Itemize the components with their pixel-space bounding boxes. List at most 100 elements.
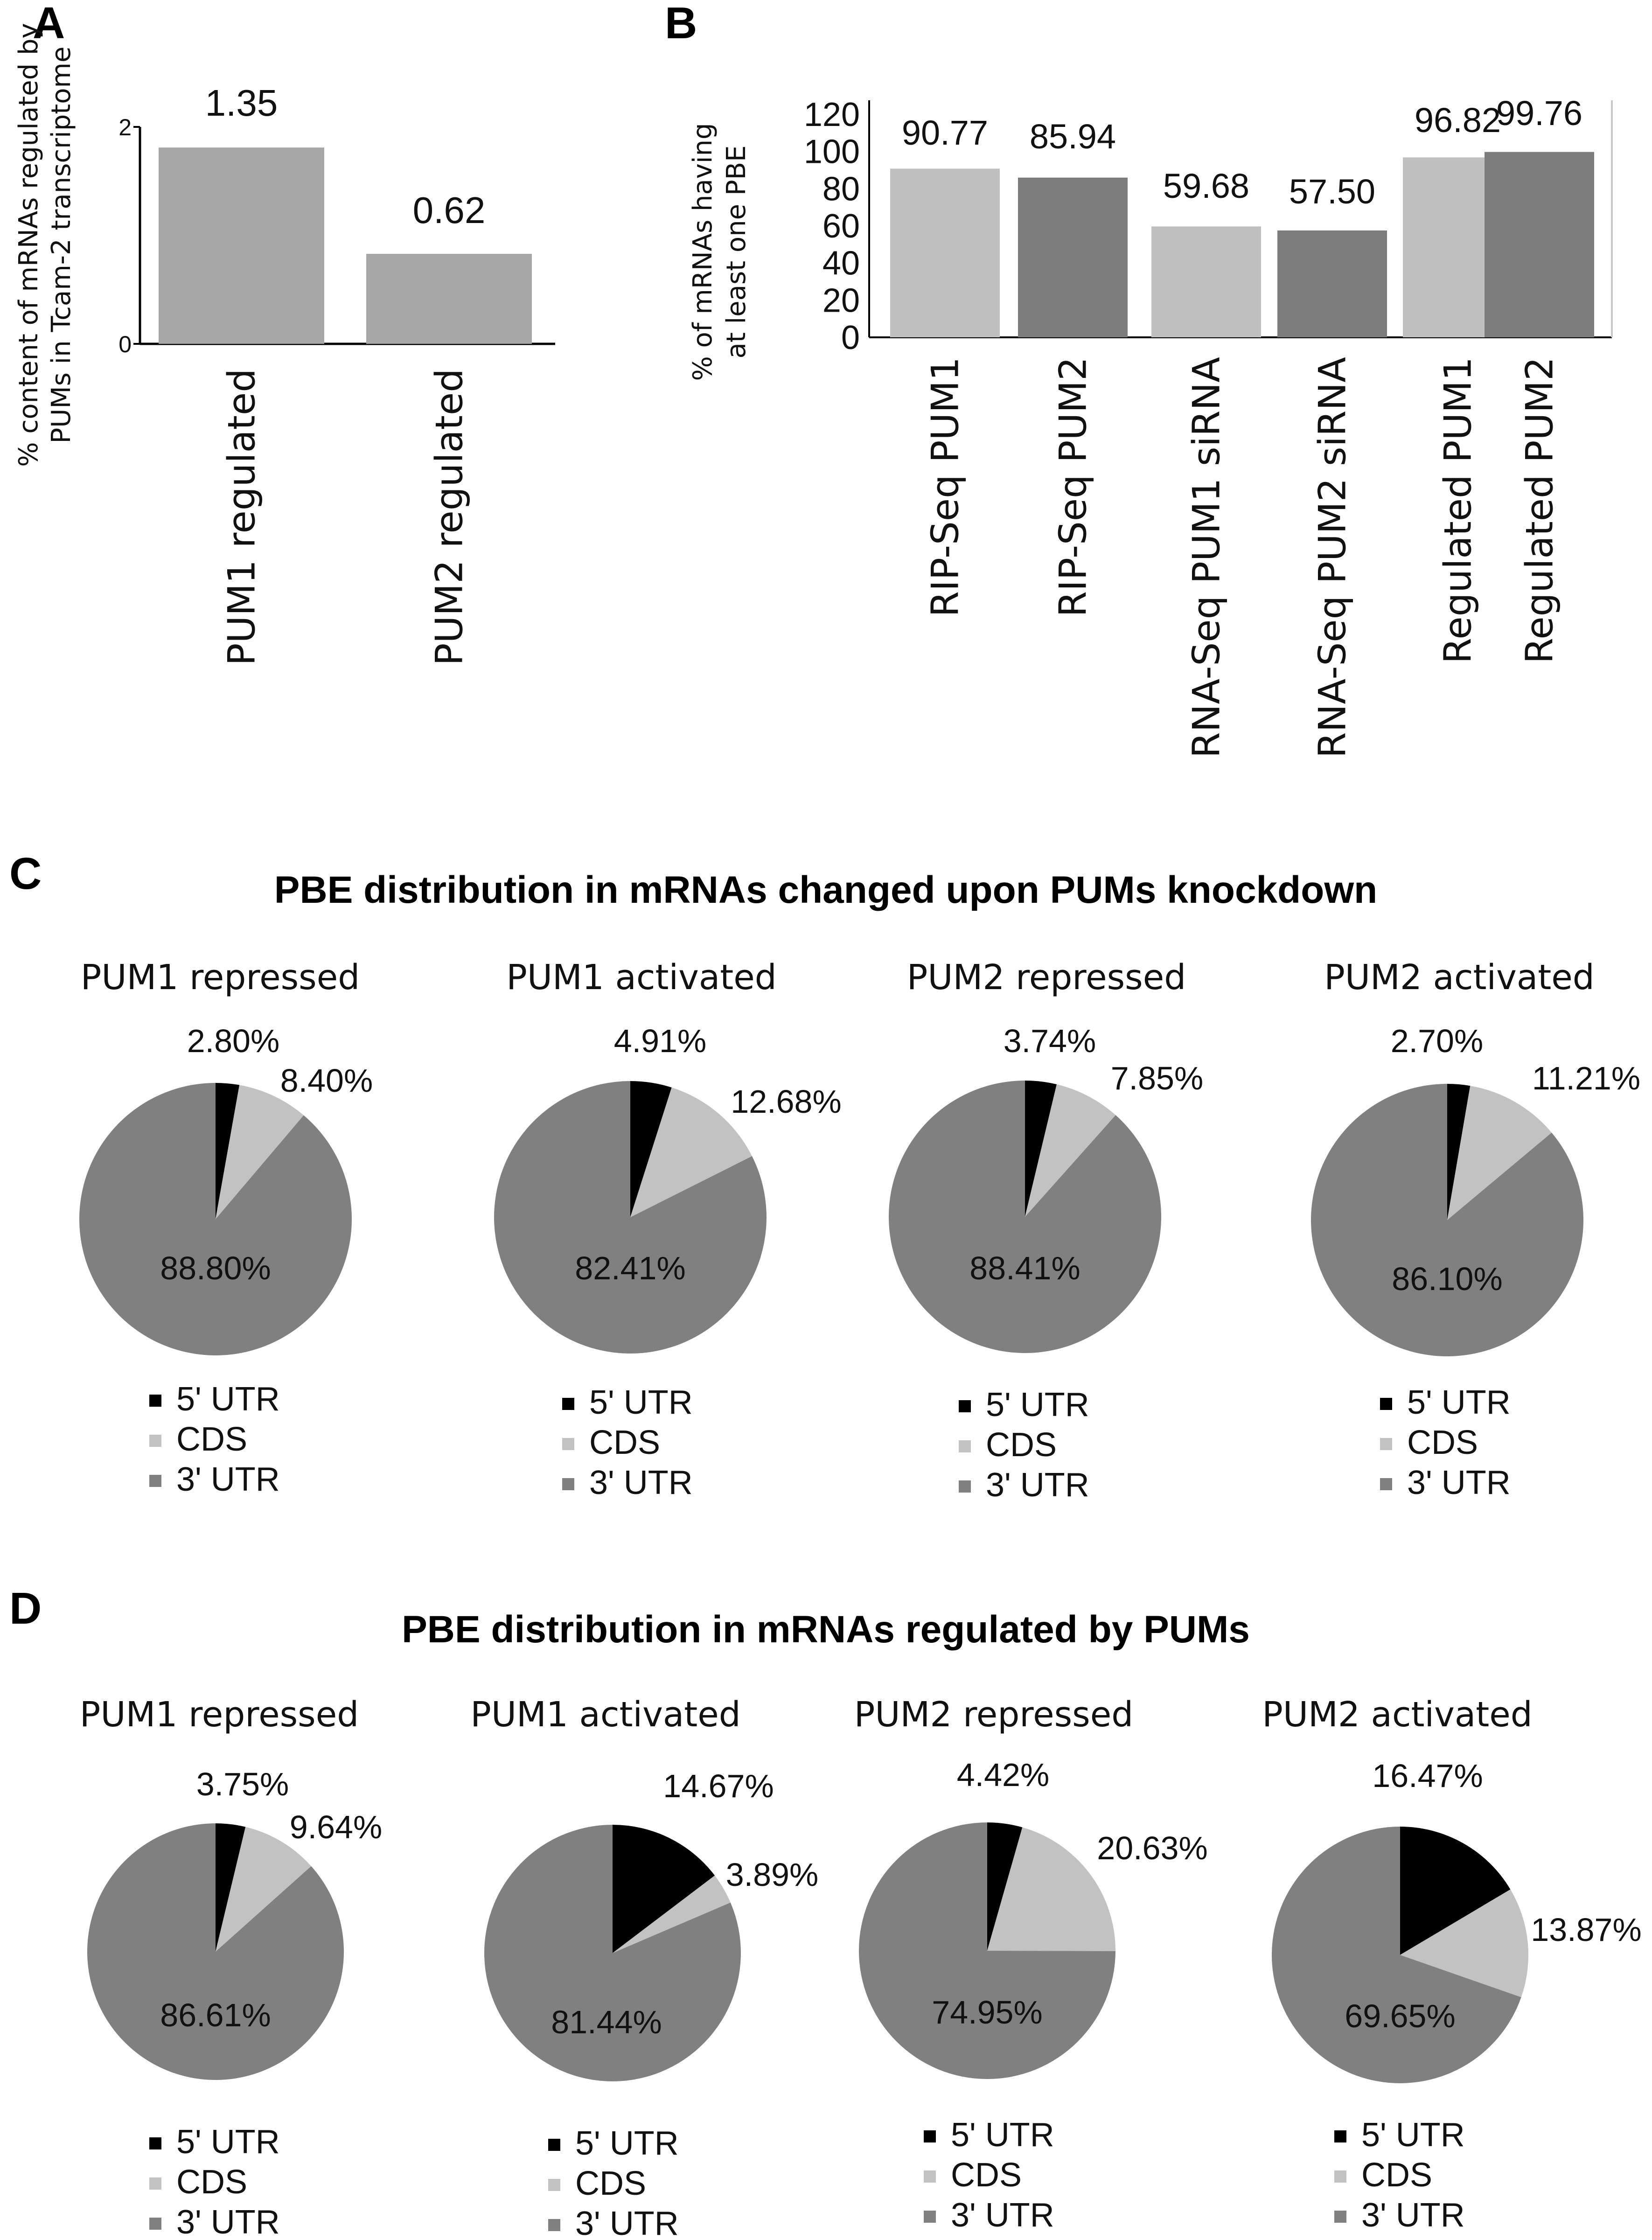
chart-c-pum1-activated-legend-swatch-3utr (562, 1478, 574, 1490)
chart-d-pum1-activated-subtitle: PUM1 activated (470, 1695, 741, 1735)
chart-c-pum1-activated-legend-swatch-cds (562, 1438, 574, 1450)
chart-d-pum1-activated-legend-swatch-3utr (548, 2219, 560, 2231)
data-label-rip-seq-pum2: 85.94 (1030, 117, 1116, 156)
chart-d-pum2-repressed-legend-swatch-cds (924, 2170, 936, 2183)
data-label-pum2-regulated: 0.62 (413, 189, 486, 231)
chart-d-pum2-repressed-slice-5utr (987, 1822, 1023, 1951)
chart-c-pum1-activated-legend-label-3utr: 3' UTR (589, 1464, 693, 1501)
chart-d-pum2-repressed-slice-3utr (859, 1822, 1115, 2079)
chart-c-pum2-activated-slice-5utr (1447, 1084, 1471, 1220)
chart-c-pum1-activated-slice-3utr (494, 1081, 767, 1354)
y-tick-label-b-120: 120 (804, 96, 860, 133)
y-tick-label-a-0: 0 (118, 331, 132, 357)
category-label-pum2-regulated: PUM2 regulated (428, 369, 471, 666)
chart-c-pum2-activated-legend-swatch-cds (1380, 1438, 1392, 1450)
chart-d-pum2-activated-slice-5utr (1400, 1827, 1511, 1955)
chart-c-pum2-repressed-slice-5utr (1025, 1081, 1057, 1217)
chart-d-pum1-repressed-slice-3utr (87, 1823, 344, 2080)
chart-c-pum1-repressed-label-5utr: 2.80% (187, 1023, 279, 1059)
bar-pum2-regulated (366, 254, 532, 344)
chart-c-pum1-repressed-legend-swatch-cds (149, 1435, 161, 1447)
chart-c-pum1-activated-subtitle: PUM1 activated (506, 957, 777, 998)
chart-c-pum1-repressed-slice-3utr (79, 1083, 352, 1355)
data-label-rna-seq-pum1-sirna: 59.68 (1163, 167, 1249, 205)
chart-d-pum1-activated-legend-label-cds: CDS (575, 2165, 646, 2202)
chart-c-pum2-repressed-label-3utr: 88.41% (969, 1250, 1080, 1286)
chart-c-pum2-repressed-legend-swatch-5utr (959, 1400, 971, 1412)
category-label-rip-seq-pum1: RIP-Seq PUM1 (924, 357, 967, 617)
chart-d-pum2-repressed-legend-label-5utr: 5' UTR (951, 2116, 1054, 2154)
chart-d-pum2-activated-slice-cds (1400, 1889, 1529, 1997)
data-label-pum1-regulated: 1.35 (205, 82, 278, 124)
y-tick-label-b-40: 40 (823, 245, 860, 282)
chart-c-pum1-activated-legend-label-cds: CDS (589, 1424, 660, 1461)
y-axis-title-a-line-1: % content of mRNAs regulated by (14, 23, 44, 467)
chart-c-pum2-activated-label-cds: 11.21% (1532, 1060, 1640, 1096)
chart-c-pum1-activated-label-5utr: 4.91% (614, 1023, 706, 1059)
y-axis-title-a: % content of mRNAs regulated by PUMs in T… (14, 23, 77, 467)
chart-d-pum1-activated-slice-3utr (484, 1825, 741, 2081)
chart-c-pum1-activated-slice-cds (630, 1087, 752, 1217)
data-label-regulated-pum2: 99.76 (1496, 94, 1582, 133)
y-tick-label-a-2: 2 (118, 114, 132, 140)
y-tick-label-b-80: 80 (823, 170, 860, 208)
chart-d-pum2-activated-label-cds: 13.87% (1531, 1912, 1641, 1948)
chart-d-pum2-repressed-label-cds: 20.63% (1097, 1830, 1207, 1866)
chart-c-pum1-activated-label-cds: 12.68% (731, 1083, 841, 1120)
chart-d-pum1-repressed-label-cds: 9.64% (290, 1809, 382, 1845)
chart-d-pum1-repressed-subtitle: PUM1 repressed (80, 1695, 359, 1735)
chart-d-pum1-activated-label-5utr: 14.67% (663, 1768, 774, 1804)
y-axis-title-b: % of mRNAs having at least one PBE (688, 123, 752, 381)
y-axis-title-b-line-2: at least one PBE (721, 146, 752, 359)
chart-d-pum2-activated-legend-swatch-3utr (1334, 2211, 1346, 2223)
chart-c-pum2-activated-slice-3utr (1311, 1084, 1584, 1356)
chart-d-pum1-repressed-label-3utr: 86.61% (160, 1997, 271, 2033)
chart-c-pum1-activated-label-3utr: 82.41% (575, 1250, 685, 1286)
chart-d: PBE distribution in mRNAs regulated by P… (80, 1608, 1642, 2240)
chart-d-pum1-repressed-legend-label-3utr: 3' UTR (176, 2204, 280, 2240)
chart-d-pum1-repressed-legend-label-cds: CDS (176, 2163, 247, 2201)
chart-c-pum2-repressed-legend-label-3utr: 3' UTR (986, 1466, 1089, 1504)
chart-d-pum2-activated-legend-swatch-5utr (1334, 2130, 1346, 2142)
chart-d-pum1-repressed-legend-swatch-5utr (149, 2137, 161, 2149)
chart-c-pum2-activated-subtitle: PUM2 activated (1324, 957, 1595, 998)
chart-c-pum2-activated-legend-swatch-3utr (1380, 1478, 1392, 1490)
bar-regulated-pum2 (1485, 152, 1594, 337)
chart-c-pum2-activated-label-5utr: 2.70% (1391, 1023, 1483, 1059)
y-tick-label-b-0: 0 (841, 319, 860, 356)
chart-d-pum1-activated-legend-label-5utr: 5' UTR (575, 2125, 679, 2162)
category-label-rip-seq-pum2: RIP-Seq PUM2 (1052, 357, 1095, 617)
panel-letter-d: D (9, 1584, 42, 1633)
bar-pum1-regulated (159, 147, 324, 344)
chart-d-pum1-repressed-label-5utr: 3.75% (196, 1766, 289, 1802)
panel-letter-a: A (33, 0, 65, 48)
chart-c-pum2-activated-legend-label-cds: CDS (1407, 1424, 1478, 1461)
chart-d-pum1-activated-legend-swatch-5utr (548, 2139, 560, 2151)
chart-c-pum2-repressed-legend-label-5utr: 5' UTR (986, 1386, 1089, 1424)
chart-d-pum2-activated-slice-3utr (1272, 1827, 1521, 2083)
data-label-rip-seq-pum1: 90.77 (902, 113, 988, 152)
chart-root: 0 2 1.35 PUM1 regulated 0.62 PUM2 regulated % … (14, 23, 1642, 2240)
chart-d-pum2-activated-legend-label-cds: CDS (1361, 2156, 1432, 2194)
chart-d-pum2-repressed-legend-label-3utr: 3' UTR (951, 2197, 1054, 2234)
chart-c-pum2-repressed-legend-swatch-3utr (959, 1480, 971, 1493)
y-tick-label-b-60: 60 (823, 208, 860, 245)
chart-c-pum2-repressed-legend-swatch-cds (959, 1440, 971, 1452)
chart-d-pum1-repressed-slice-cds (216, 1827, 312, 1952)
chart-d-pum1-activated-label-3utr: 81.44% (551, 2004, 662, 2040)
chart-d-pum1-activated-legend-label-3utr: 3' UTR (575, 2205, 679, 2240)
chart-c-pum2-repressed-label-5utr: 3.74% (1004, 1023, 1096, 1059)
chart-c-title: PBE distribution in mRNAs changed upon P… (274, 869, 1377, 911)
chart-c-pum2-activated-legend-label-5utr: 5' UTR (1407, 1384, 1511, 1421)
data-label-rna-seq-pum2-sirna: 57.50 (1289, 172, 1375, 211)
y-tick-label-b-20: 20 (823, 282, 860, 319)
bar-rip-seq-pum1 (890, 168, 1000, 337)
category-label-rna-seq-pum2-sirna: RNA-Seq PUM2 siRNA (1311, 357, 1354, 758)
chart-d-pum2-repressed-label-3utr: 74.95% (932, 1994, 1042, 2031)
bar-rna-seq-pum1-sirna (1151, 226, 1261, 337)
chart-d-pum2-activated-legend-label-5utr: 5' UTR (1361, 2116, 1465, 2154)
chart-c-pum2-activated-slice-cds (1447, 1086, 1552, 1220)
chart-d-pum1-repressed-slice-5utr (216, 1823, 246, 1952)
